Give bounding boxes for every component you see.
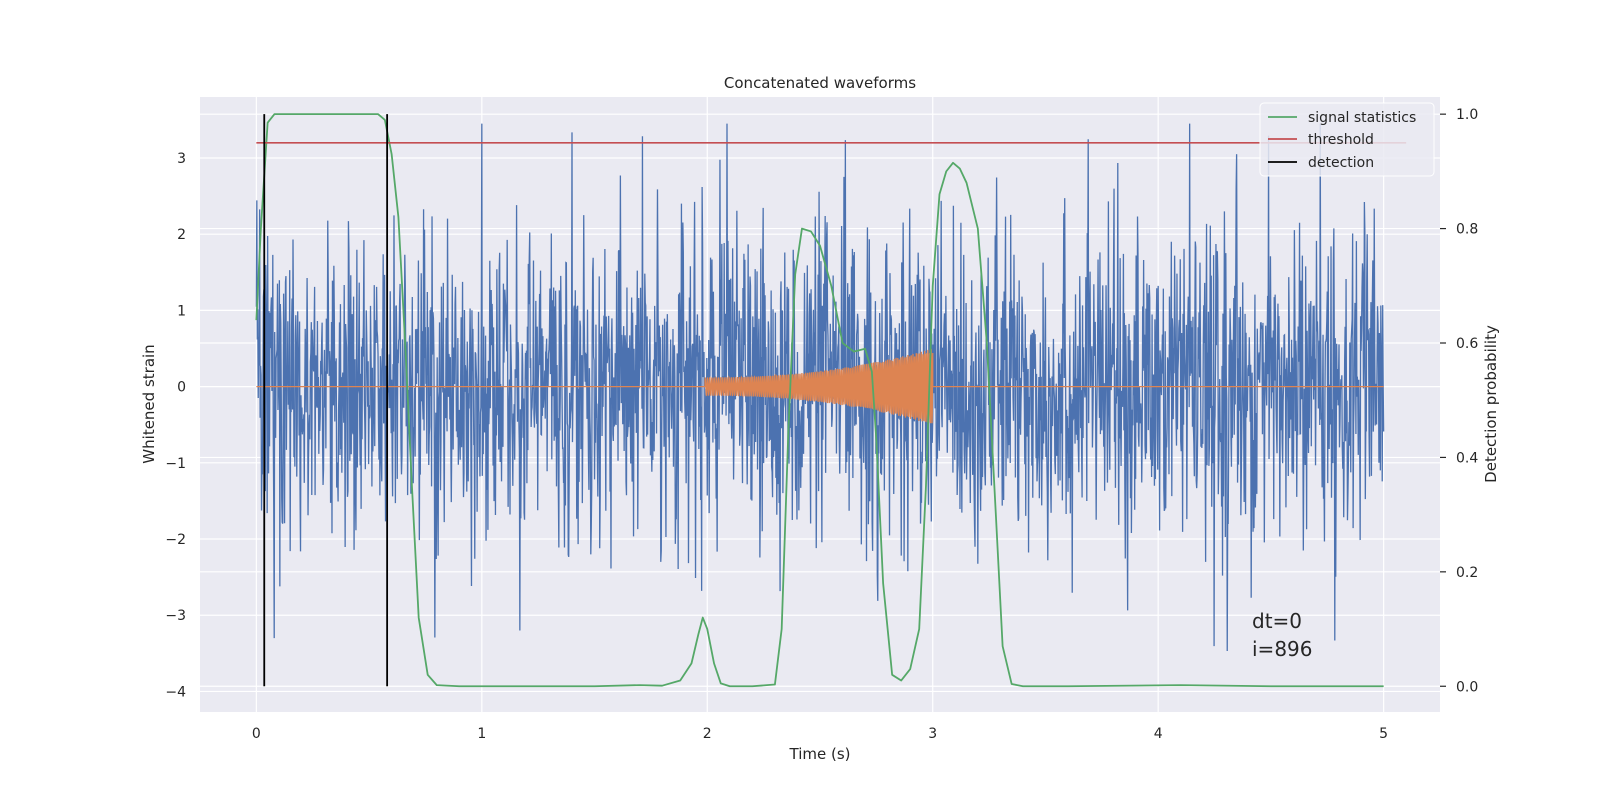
- legend: signal statistics threshold detection: [1259, 102, 1435, 177]
- x-tick-label: 4: [1154, 726, 1163, 742]
- x-tick-label: 1: [477, 726, 486, 742]
- x-tick-label: 2: [703, 726, 712, 742]
- injected-signal-line: [256, 348, 1384, 424]
- x-tick-label: 0: [252, 726, 261, 742]
- y-tick-label: 2: [177, 227, 186, 243]
- y-tick-label: 1: [177, 303, 186, 319]
- legend-box: [1259, 102, 1435, 177]
- y2-tick-label: 0.2: [1456, 565, 1478, 581]
- legend-label-signal-statistics: signal statistics: [1308, 110, 1416, 126]
- y-tick-label: −3: [165, 608, 186, 624]
- legend-label-detection: detection: [1308, 155, 1374, 171]
- strain-line: [255, 123, 1385, 652]
- y2-tick-label: 0.4: [1456, 450, 1478, 466]
- x-tick-label: 5: [1379, 726, 1388, 742]
- y-axis-label: Whitened strain: [140, 344, 158, 463]
- y2-tick-label: 0.8: [1456, 222, 1478, 238]
- injected-signal-series: [256, 348, 1384, 424]
- probability-series: [255, 113, 1407, 688]
- x-tick-label: 3: [928, 726, 937, 742]
- y2-axis-label: Detection probability: [1482, 325, 1500, 483]
- y-tick-label: −2: [165, 532, 186, 548]
- y-tick-label: 0: [177, 380, 186, 396]
- x-axis-label: Time (s): [789, 745, 851, 763]
- y-tick-label: −1: [165, 456, 186, 472]
- y2-tick-label: 0.6: [1456, 336, 1478, 352]
- signal-statistics-line: [255, 113, 1384, 688]
- strain-series: [255, 123, 1385, 652]
- annotation-index: i=896: [1252, 637, 1313, 661]
- annotation-dt: dt=0: [1252, 609, 1302, 633]
- y-tick-label: 3: [177, 151, 186, 167]
- y2-tick-label: 0.0: [1456, 679, 1478, 695]
- y2-tick-label: 1.0: [1456, 107, 1478, 123]
- legend-label-threshold: threshold: [1308, 132, 1374, 148]
- tick-labels: 0 1 2 3 4 5 −4 −3 −2 −1 0 1 2 3 0.0 0.2 0.4 0.6 0.8 1.0: [165, 107, 1478, 742]
- y-tick-label: −4: [165, 684, 186, 700]
- chart-title: Concatenated waveforms: [724, 74, 916, 92]
